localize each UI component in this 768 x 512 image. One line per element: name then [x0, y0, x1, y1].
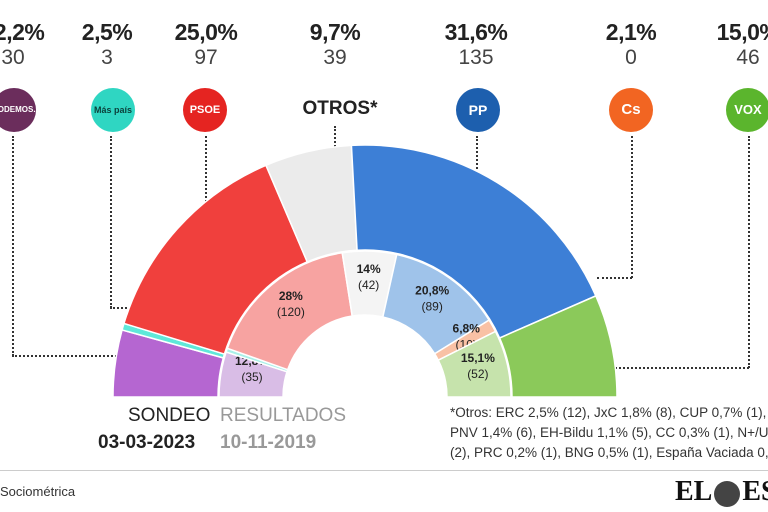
- leader-line-mas-pais: [110, 136, 112, 308]
- mas-pais-logo-icon: Más país: [91, 88, 135, 132]
- otros-label: OTROS*: [302, 98, 378, 119]
- party-pct: 15,0%: [716, 19, 768, 45]
- sondeo-seg-pp: [350, 144, 597, 340]
- party-pct: 12,2%: [0, 19, 45, 45]
- source-label: Sociométrica: [0, 484, 76, 499]
- party-podemos: 12,2% 30: [0, 18, 68, 70]
- leader-line-pp: [476, 136, 478, 180]
- leader-line-cs: [631, 136, 633, 278]
- resultados-label-pp: 20,8% (89): [415, 283, 449, 313]
- brand-left: EL: [675, 476, 713, 507]
- party-psoe: 25,0% 97: [151, 18, 261, 70]
- podemos-logo-icon: PODEMOS.: [0, 88, 36, 132]
- cs-logo-icon: Cs: [609, 88, 653, 132]
- resultados-label-cs: 6,8% (10): [453, 321, 481, 351]
- leader-line-psoe: [205, 136, 207, 226]
- party-seats: 39: [323, 46, 347, 69]
- party-pct: 2,1%: [605, 19, 657, 45]
- footnote-line: PNV 1,4% (6), EH-Bildu 1,1% (5), CC 0,3%…: [450, 425, 768, 440]
- party-pct: 31,6%: [444, 19, 508, 45]
- party-mas-pais: 2,5% 3: [52, 18, 162, 70]
- leader-line-podemos: [12, 136, 14, 356]
- party-seats: 46: [736, 46, 760, 69]
- lion-icon: [714, 480, 741, 507]
- resultados-date: 10-11-2019: [220, 432, 317, 453]
- footnote-line: (2), PRC 0,2% (1), BNG 0,5% (1), España …: [450, 445, 768, 460]
- leader-line-vox-h: [595, 367, 749, 369]
- party-vox: 15,0% 46: [693, 18, 768, 70]
- sondeo-label: SONDEO: [128, 405, 211, 426]
- party-pct: 9,7%: [309, 19, 361, 45]
- party-pct: 2,5%: [81, 19, 133, 45]
- vox-logo-icon: VOX: [726, 88, 768, 132]
- leader-line-mas-pais-h: [110, 307, 134, 309]
- resultados-label-otros: 14% (42): [357, 262, 381, 292]
- party-seats: 3: [101, 46, 113, 69]
- brand-right: ESP: [742, 476, 768, 507]
- party-pp: 31,6% 135: [421, 18, 531, 70]
- party-seats: 0: [625, 46, 637, 69]
- party-otros: 9,7% 39: [280, 18, 390, 70]
- party-seats: 97: [194, 46, 218, 69]
- party-pct: 25,0%: [174, 19, 238, 45]
- party-seats: 135: [458, 46, 494, 69]
- otros-footnote: *Otros: ERC 2,5% (12), JxC 1,8% (8), CUP…: [450, 403, 768, 463]
- brand-logo: EL ESP: [675, 476, 768, 508]
- resultados-seg-vox: [437, 330, 512, 398]
- pp-logo-icon: PP: [456, 88, 500, 132]
- resultados-label-vox: 15,1% (52): [461, 351, 495, 381]
- leader-line-podemos-h: [12, 355, 120, 357]
- footnote-line: *Otros: ERC 2,5% (12), JxC 1,8% (8), CUP…: [450, 405, 767, 420]
- sondeo-seg-vox: [498, 294, 618, 398]
- resultados-label-psoe: 28% (120): [277, 289, 305, 319]
- leader-line-cs-h: [597, 277, 632, 279]
- psoe-logo-icon: PSOE: [183, 88, 227, 132]
- footer-divider: [0, 470, 768, 471]
- party-seats: 30: [1, 46, 25, 69]
- leader-line-vox: [748, 136, 750, 368]
- party-cs: 2,1% 0: [576, 18, 686, 70]
- resultados-label: RESULTADOS: [220, 405, 346, 426]
- sondeo-date: 03-03-2023: [98, 432, 196, 453]
